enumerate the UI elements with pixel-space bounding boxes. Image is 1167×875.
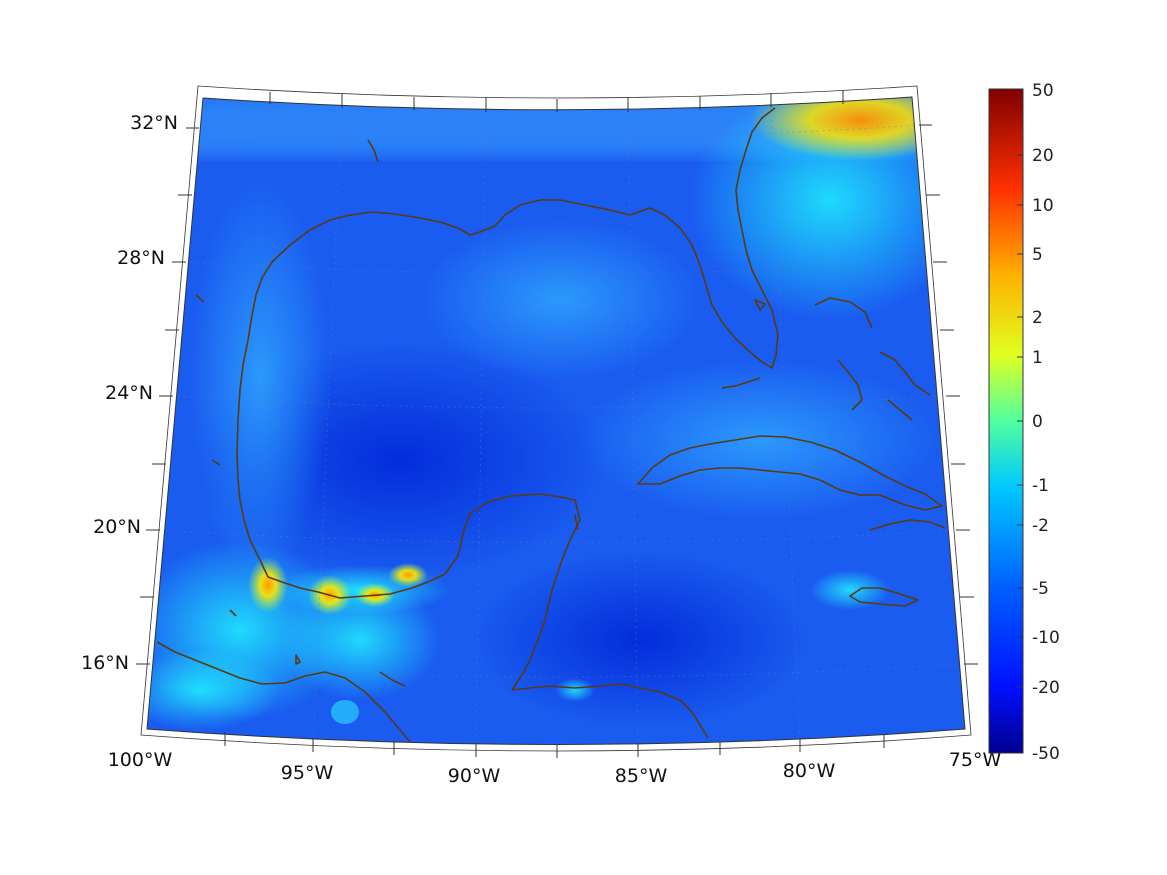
latitude-labels: 32°N 28°N 24°N 20°N 16°N xyxy=(81,112,178,674)
lat-label: 28°N xyxy=(117,247,165,269)
colorbar-tick-label: -50 xyxy=(1032,744,1060,764)
lon-label: 100°W xyxy=(108,749,173,771)
colorbar-tick-label: 10 xyxy=(1032,196,1054,216)
gulf-coastline xyxy=(236,107,779,691)
colorbar-tick-label: 50 xyxy=(1032,81,1054,101)
lon-label: 90°W xyxy=(448,765,501,787)
colorbar-tick-label: -10 xyxy=(1032,628,1060,648)
colorbar-tick-label: -1 xyxy=(1032,476,1049,496)
lon-label: 85°W xyxy=(615,765,668,787)
frame-ticks xyxy=(136,90,978,758)
coastlines xyxy=(156,107,946,743)
colorbar-tick-label: -2 xyxy=(1032,516,1049,536)
pacific-coastline xyxy=(156,641,411,743)
longitude-labels: 100°W 95°W 90°W 85°W 80°W 75°W xyxy=(108,749,1002,787)
colorbar: 50 20 10 5 2 1 0 -1 -2 -5 -10 -20 -50 xyxy=(988,81,1060,764)
jamaica-coastline xyxy=(849,587,919,607)
lat-label: 20°N xyxy=(93,516,141,538)
data-field xyxy=(147,97,965,745)
map-frame xyxy=(146,96,966,745)
colorbar-tick-label: 5 xyxy=(1032,245,1043,265)
colorbar-tick-label: 20 xyxy=(1032,146,1054,166)
colorbar-tick-label: 2 xyxy=(1032,308,1043,328)
lat-label: 16°N xyxy=(81,652,129,674)
colorbar-tick-label: -20 xyxy=(1032,678,1060,698)
lat-label: 32°N xyxy=(130,112,178,134)
cuba-coastline xyxy=(637,435,943,511)
lon-label: 80°W xyxy=(783,760,836,782)
central-america-coastline xyxy=(511,683,709,739)
colorbar-tick-label: -5 xyxy=(1032,579,1049,599)
lat-label: 24°N xyxy=(105,382,153,404)
lon-label: 75°W xyxy=(949,749,1002,771)
colorbar-tick-label: 0 xyxy=(1032,412,1043,432)
lon-label: 95°W xyxy=(281,762,334,784)
colorbar-tick-label: 1 xyxy=(1032,348,1043,368)
